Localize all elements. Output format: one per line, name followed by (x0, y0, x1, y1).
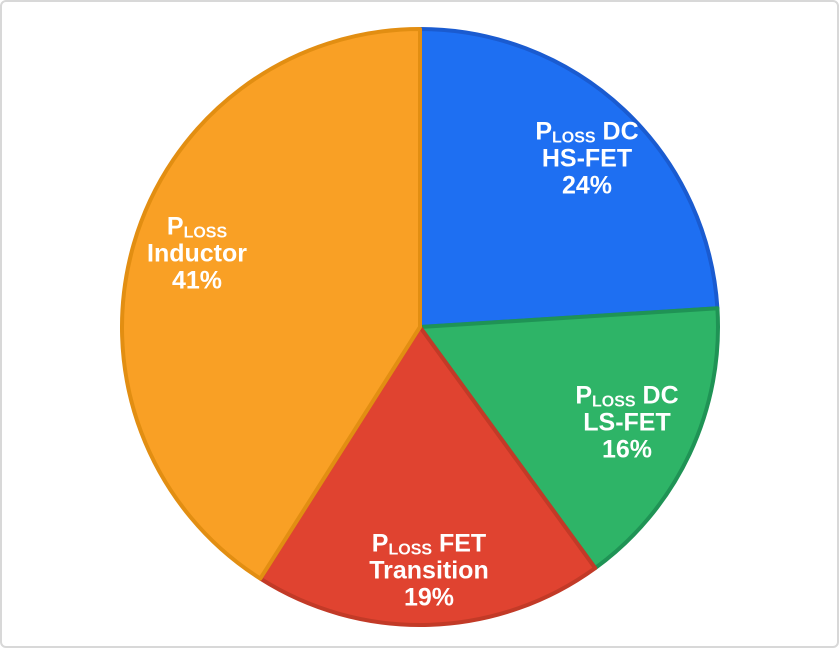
pie-slice-fet-transition (258, 325, 598, 627)
pie-slice-inductor (119, 27, 422, 581)
pie-slice-dc-ls-fet (418, 306, 720, 571)
pie-slice-dc-hs-fet (418, 27, 720, 329)
